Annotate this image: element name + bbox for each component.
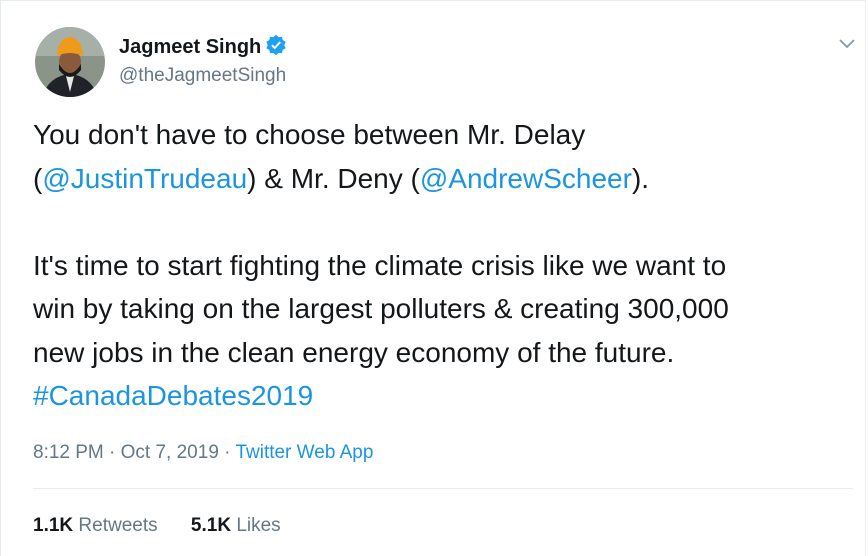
avatar[interactable] (34, 26, 106, 98)
tweet-source[interactable]: Twitter Web App (235, 442, 374, 463)
user-name[interactable]: Jagmeet Singh (119, 34, 287, 59)
retweets[interactable]: 1.1K Retweets (33, 515, 158, 536)
likes[interactable]: 5.1K Likes (191, 515, 281, 536)
text-line: It's time to start fighting the climate … (33, 244, 729, 288)
text-segment: You don't have to choose between Mr. Del… (33, 119, 586, 150)
text-line: You don't have to choose between Mr. Del… (33, 113, 729, 157)
link[interactable]: @AndrewScheer (419, 162, 632, 194)
text-line: win by taking on the largest polluters &… (33, 287, 729, 331)
user-handle[interactable]: @theJagmeetSingh (119, 65, 287, 86)
paragraph: It's time to start fighting the climate … (33, 244, 729, 418)
text-segment: ) & Mr. Deny ( (247, 162, 420, 194)
text-line: #CanadaDebates2019 (33, 374, 729, 418)
retweet-label: Retweets (78, 515, 158, 536)
separator: · (224, 442, 231, 463)
text-segment: win by taking on the largest polluters &… (33, 293, 729, 324)
link[interactable]: #CanadaDebates2019 (33, 380, 314, 411)
text-segment: ( (33, 162, 43, 194)
tweet-stats: 1.1K Retweets 5.1K Likes (33, 515, 309, 537)
link[interactable]: @JustinTrudeau (42, 162, 248, 194)
text-segment: ). (631, 162, 650, 194)
tweet-meta: 8:12 PM · Oct 7, 2019 · Twitter Web App (33, 442, 373, 464)
text-line: new jobs in the clean energy economy of … (33, 331, 729, 375)
user-name-text[interactable]: Jagmeet Singh (119, 36, 262, 58)
text-segment: It's time to start fighting the climate … (33, 249, 727, 281)
like-count: 5.1K (190, 515, 232, 536)
like-label: Likes (236, 515, 281, 536)
text-line: (@JustinTrudeau) & Mr. Deny (@AndrewSche… (33, 157, 729, 201)
verified-badge (266, 34, 286, 56)
tweet-date[interactable]: Oct 7, 2019 (120, 442, 219, 463)
text-segment: new jobs in the clean energy economy of … (33, 336, 675, 368)
menu-chevron[interactable] (837, 37, 857, 51)
paragraph: You don't have to choose between Mr. Del… (33, 113, 729, 200)
tweet-text: You don't have to choose between Mr. Del… (33, 113, 729, 418)
retweet-count: 1.1K (33, 515, 74, 536)
divider (33, 488, 853, 489)
tweet-time[interactable]: 8:12 PM (33, 442, 104, 463)
separator: · (109, 442, 116, 463)
